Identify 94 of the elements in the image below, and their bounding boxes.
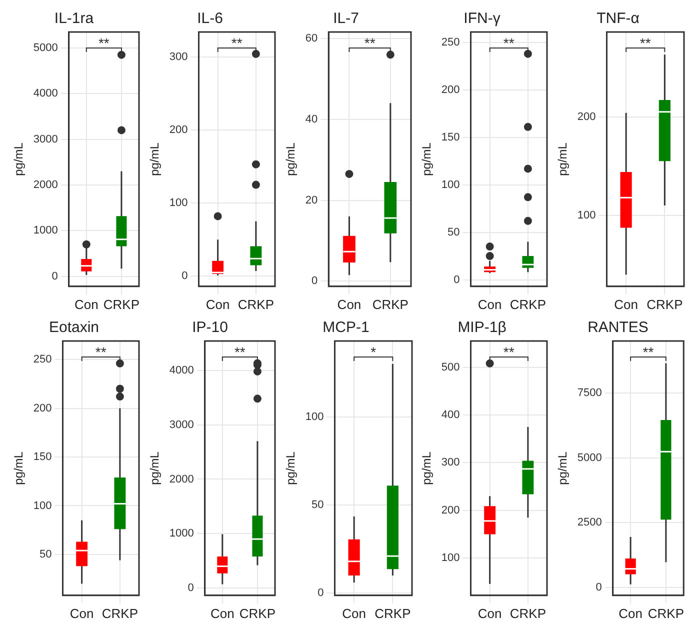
y-axis-title: pg/mL	[284, 451, 298, 485]
y-axis-title: pg/mL	[148, 142, 162, 176]
chart-title: Eotaxin	[48, 319, 100, 336]
y-tick-label: 200	[441, 504, 460, 516]
y-axis-title: pg/mL	[284, 142, 298, 176]
y-tick-label: 500	[441, 361, 460, 374]
x-tick-label: CRKP	[238, 296, 274, 312]
y-tick-label: 200	[169, 124, 188, 136]
annotation: **	[640, 34, 652, 51]
y-tick-label: 50	[312, 498, 324, 511]
y-tick-label: 200	[33, 402, 52, 414]
x-tick-label: CRKP	[372, 296, 408, 312]
x-tick-label: Con	[206, 296, 230, 312]
y-tick-label: 150	[441, 131, 460, 144]
chart-title: MCP-1	[322, 319, 370, 336]
annotation: **	[503, 344, 515, 360]
y-tick-label: 7500	[577, 387, 602, 400]
y-tick-label: 0	[454, 274, 460, 286]
y-tick-label: 2000	[169, 473, 194, 486]
annotation: **	[234, 344, 246, 360]
y-tick-label: 20	[305, 194, 318, 206]
y-tick-label: 50	[40, 548, 52, 560]
y-tick-label: 0	[596, 582, 602, 594]
y-axis-title: pg/mL	[420, 142, 434, 176]
y-tick-label: 200	[577, 110, 596, 123]
y-tick-label: 5000	[33, 42, 58, 54]
y-tick-label: 100	[441, 552, 460, 564]
annotation: *	[370, 344, 377, 360]
y-axis-title: pg/mL	[556, 451, 570, 485]
chart-title: IFN-γ	[464, 10, 501, 28]
x-tick-label: Con	[618, 606, 642, 621]
y-tick-label: 50	[448, 226, 460, 238]
x-tick-label: CRKP	[102, 606, 138, 621]
x-tick-label: CRKP	[510, 296, 546, 312]
x-tick-label: CRKP	[646, 296, 683, 312]
x-tick-label: Con	[210, 606, 234, 621]
y-tick-label: 0	[52, 270, 58, 282]
y-tick-label: 1000	[33, 224, 58, 237]
chart-title: IL-1ra	[54, 10, 94, 28]
x-tick-label: Con	[614, 296, 638, 312]
y-axis-title: pg/mL	[556, 142, 570, 176]
y-tick-label: 3000	[33, 133, 58, 146]
y-tick-label: 4000	[33, 88, 58, 100]
y-tick-label: 100	[33, 500, 52, 512]
chart-title: IL-6	[197, 10, 223, 28]
y-axis-title: pg/mL	[12, 142, 26, 176]
chart-title: IP-10	[192, 319, 228, 336]
chart-title: TNF-α	[596, 10, 640, 28]
y-tick-label: 0	[182, 270, 188, 282]
x-tick-label: CRKP	[103, 296, 140, 312]
y-tick-label: 300	[169, 50, 188, 63]
y-tick-label: 0	[188, 582, 194, 594]
y-tick-label: 40	[305, 113, 318, 126]
chart-title: MIP-1β	[458, 319, 507, 336]
x-tick-label: CRKP	[648, 606, 684, 621]
x-tick-label: Con	[74, 296, 98, 312]
y-axis-title: pg/mL	[12, 451, 26, 485]
y-tick-label: 100	[169, 197, 188, 210]
y-tick-label: 4000	[169, 364, 194, 376]
y-tick-label: 5000	[577, 452, 602, 464]
x-tick-label: CRKP	[374, 606, 411, 621]
x-tick-label: CRKP	[510, 606, 546, 621]
y-tick-label: 2000	[33, 179, 58, 192]
y-axis-title: pg/mL	[420, 451, 434, 485]
y-tick-label: 3000	[169, 418, 194, 431]
y-tick-label: 1000	[169, 528, 194, 540]
annotation: **	[503, 34, 515, 51]
annotation: **	[364, 34, 376, 51]
x-tick-label: Con	[337, 296, 362, 312]
annotation: **	[642, 344, 654, 360]
annotation: **	[98, 34, 110, 51]
y-axis-title: pg/mL	[148, 451, 162, 485]
y-tick-label: 150	[33, 451, 52, 464]
x-tick-label: Con	[342, 606, 366, 621]
x-tick-label: Con	[478, 606, 502, 621]
y-tick-label: 60	[305, 32, 318, 44]
y-tick-label: 0	[312, 275, 318, 288]
annotation: **	[95, 344, 107, 360]
y-tick-label: 200	[441, 84, 460, 96]
annotation: **	[231, 34, 243, 51]
y-tick-label: 2500	[577, 516, 602, 529]
x-tick-label: Con	[70, 606, 94, 621]
x-tick-label: Con	[478, 296, 502, 312]
y-tick-label: 100	[305, 410, 324, 423]
y-tick-label: 250	[441, 36, 460, 48]
y-tick-label: 100	[441, 178, 460, 191]
y-tick-label: 100	[577, 209, 596, 222]
x-tick-label: CRKP	[239, 606, 276, 621]
chart-title: RANTES	[588, 319, 648, 336]
y-tick-label: 0	[318, 587, 324, 600]
y-tick-label: 250	[33, 354, 52, 366]
chart-title: IL-7	[333, 10, 359, 28]
y-tick-label: 400	[441, 409, 460, 422]
y-tick-label: 300	[441, 456, 460, 469]
